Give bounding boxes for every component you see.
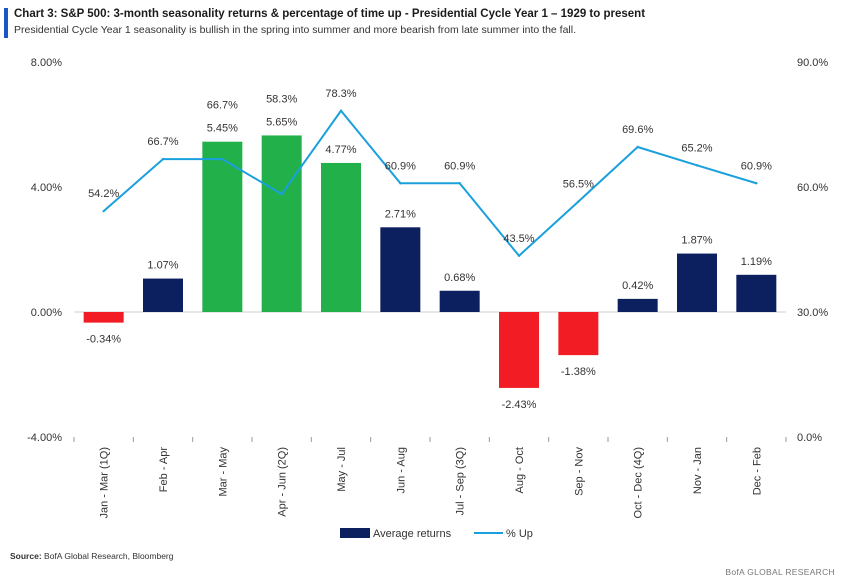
brand-footer: BofA GLOBAL RESEARCH (725, 567, 835, 577)
legend-label-average-returns: Average returns (373, 528, 452, 540)
bar-value-label: 1.07% (147, 260, 178, 272)
line-value-label: 69.6% (622, 124, 653, 136)
bar (321, 162, 361, 312)
line-value-label: 54.2% (88, 188, 119, 200)
x-category-label: Apr - Jun (2Q) (277, 447, 289, 517)
x-category-label: Jan - Mar (1Q) (99, 447, 111, 519)
y-left-tick-label: 4.00% (31, 182, 62, 194)
bar (617, 298, 658, 312)
y-left-tick-label: 0.00% (31, 307, 62, 319)
bar-value-label: 1.19% (741, 256, 772, 268)
chart-axes: -4.00% 0.00% 4.00% 8.00% 0.0% 30.0% 60.0% 90.0% (27, 57, 828, 444)
bar (736, 274, 777, 312)
line-point (577, 200, 580, 203)
line-point (755, 182, 758, 185)
x-category-label: May - Jul (336, 447, 348, 492)
chart-legend: Average returns % Up (340, 528, 533, 540)
line-series (102, 109, 758, 257)
x-category-label: Mar - May (217, 447, 229, 497)
bar-value-label: 0.68% (444, 272, 475, 284)
percent-up-line (103, 109, 757, 257)
x-category-label: Feb - Apr (158, 447, 170, 493)
bar-value-label: 4.77% (325, 144, 356, 156)
x-category-label: Jun - Aug (395, 447, 407, 493)
line-point (695, 164, 699, 167)
legend-swatch-bar (340, 528, 370, 538)
x-category-label: Oct - Dec (4Q) (633, 447, 645, 519)
x-category-label: Aug - Oct (514, 447, 526, 493)
y-right-tick-label: 60.0% (797, 182, 828, 194)
line-point (517, 254, 521, 257)
line-value-label: 56.5% (563, 179, 594, 191)
y-right-tick-label: 0.0% (797, 432, 822, 444)
x-category-label: Dec - Feb (751, 447, 763, 495)
line-point (280, 192, 283, 196)
bar-value-label: -0.34% (86, 334, 121, 346)
legend-label-percent-up: % Up (506, 528, 533, 540)
bar (677, 253, 717, 312)
x-axis-labels: Jan - Mar (1Q) Feb - Apr Mar - May Apr - Ju… (99, 447, 764, 519)
line-point (636, 145, 639, 149)
chart-header: Chart 3: S&P 500: 3-month seasonality re… (0, 8, 845, 38)
bar-value-label: 0.42% (622, 280, 653, 292)
source-text: BofA Global Research, Bloomberg (44, 551, 174, 561)
line-value-label: 43.5% (503, 233, 534, 245)
bar (439, 290, 480, 312)
x-category-label: Nov - Jan (692, 447, 704, 494)
x-category-label: Sep - Nov (573, 447, 585, 496)
line-value-label: 78.3% (325, 88, 356, 100)
line-value-label: 60.9% (741, 160, 772, 172)
line-value-label: 60.9% (385, 160, 416, 172)
bar (202, 141, 243, 312)
bar (261, 135, 302, 312)
line-point (221, 157, 224, 161)
chart-subtitle: Presidential Cycle Year 1 seasonality is… (14, 24, 577, 36)
bar (83, 312, 124, 323)
line-value-label: 65.2% (681, 142, 712, 154)
y-left-tick-label: -4.00% (27, 432, 62, 444)
source-note: Source: BofA Global Research, Bloomberg (10, 551, 174, 561)
line-point (339, 109, 343, 112)
y-right-tick-label: 90.0% (797, 57, 828, 69)
bar-series (83, 135, 777, 388)
bar (143, 278, 183, 312)
bar-value-label: 5.45% (207, 123, 238, 135)
bar-value-label: 2.71% (385, 208, 416, 220)
bar (558, 312, 599, 356)
x-category-label: Jul - Sep (3Q) (455, 447, 467, 515)
header-accent-bar (4, 8, 8, 38)
y-right-tick-label: 30.0% (797, 307, 828, 319)
bar (380, 227, 421, 312)
bar-value-label: 5.65% (266, 116, 297, 128)
line-point (102, 209, 105, 213)
line-point (399, 182, 402, 185)
bar-value-label: 1.87% (681, 235, 712, 247)
line-point (458, 182, 461, 185)
chart-title: Chart 3: S&P 500: 3-month seasonality re… (14, 8, 646, 20)
source-label: Source: (10, 551, 42, 561)
line-value-label: 66.7% (207, 100, 238, 112)
line-value-label: 66.7% (147, 136, 178, 148)
bar (499, 312, 539, 388)
line-value-label: 58.3% (266, 93, 297, 105)
y-left-tick-label: 8.00% (31, 57, 62, 69)
bar-value-label: -1.38% (561, 366, 596, 378)
line-point (161, 157, 165, 161)
data-labels: -0.34% 1.07% 5.45% 5.65% 4.77% 2.71% 0.68% -2.4… (86, 88, 772, 411)
bar-value-label: -2.43% (502, 399, 537, 411)
line-value-label: 60.9% (444, 160, 475, 172)
